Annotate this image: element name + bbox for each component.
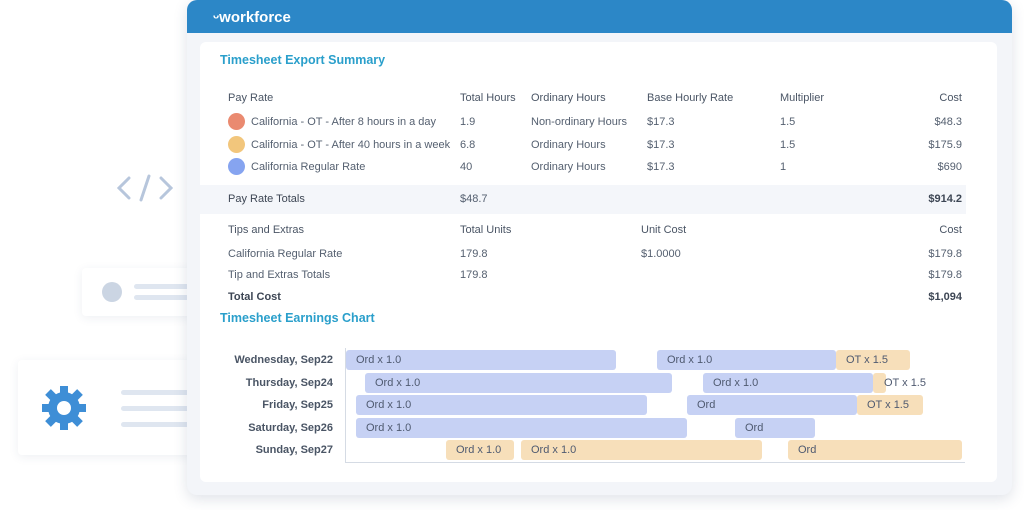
gear-icon [42, 386, 86, 430]
total-cost-value: $1,094 [928, 291, 962, 303]
table-cell: 1 [780, 161, 787, 173]
cost-cell: $175.9 [928, 138, 962, 151]
rate-dot [228, 113, 245, 130]
column-header: Total Units [460, 224, 512, 236]
app-header: ᵕworkforce [187, 0, 1012, 33]
table-cell: California Regular Rate [251, 161, 366, 173]
table-cell: California Regular Rate [228, 248, 343, 260]
chart-axis [345, 348, 346, 462]
table-cell: California - OT - After 8 hours in a day [251, 116, 437, 128]
column-header: Ordinary Hours [531, 92, 606, 104]
time-bar-label: OT x 1.5 [884, 376, 926, 389]
table-cell: Ordinary Hours [531, 138, 606, 151]
app-window: ᵕworkforce Timesheet Export Summary Pay R… [187, 0, 1012, 495]
section-title: Timesheet Export Summary [220, 53, 386, 67]
time-bar: Ord [788, 440, 962, 460]
column-header: Total Hours [460, 92, 516, 104]
rate-dot [228, 158, 245, 175]
time-bar: OT x 1.5 [857, 395, 923, 415]
table-cell: $17.3 [647, 116, 675, 128]
totals-hours: $48.7 [460, 193, 488, 205]
time-bar: Ord x 1.0 [657, 350, 836, 370]
day-label: Sunday, Sep27 [255, 444, 333, 456]
column-header: Tips and Extras [228, 224, 305, 236]
time-bar: Ord x 1.0 [346, 350, 616, 370]
column-header: Cost [939, 224, 962, 236]
table-cell: $1.0000 [641, 248, 681, 260]
day-label: Friday, Sep25 [262, 399, 333, 411]
table-cell: California - OT - After 40 hours in a we… [251, 138, 451, 151]
totals-cost: $914.2 [928, 193, 962, 205]
time-bar: Ord x 1.0 [521, 440, 762, 460]
time-bar: Ord x 1.0 [356, 395, 647, 415]
table-cell: 6.8 [460, 138, 476, 151]
column-header: Base Hourly Rate [647, 92, 734, 104]
table-cell: 1.9 [460, 116, 476, 128]
column-header: Pay Rate [228, 92, 274, 104]
time-bar: Ord [735, 417, 815, 438]
totals-band [200, 185, 966, 214]
table-cell: Ordinary Hours [531, 161, 606, 173]
chart-axis [345, 462, 965, 463]
cost-cell: $179.8 [928, 248, 962, 260]
time-bar: Ord x 1.0 [703, 372, 873, 393]
table-cell: 1.5 [780, 138, 796, 151]
time-bar: Ord x 1.0 [446, 440, 514, 460]
total-cost-label: Total Cost [228, 291, 281, 303]
rate-dot [228, 135, 245, 153]
deco-card [82, 268, 192, 316]
time-bar: OT x 1.5 [836, 350, 910, 370]
table-cell: $17.3 [647, 138, 675, 151]
column-header: Multiplier [780, 92, 825, 104]
table-cell: 179.8 [460, 248, 488, 260]
table-cell: $17.3 [647, 161, 675, 173]
cost-cell: $690 [937, 161, 962, 173]
table-cell: 40 [460, 161, 473, 173]
cost-cell: $48.3 [934, 116, 962, 128]
table-cell: 1.5 [780, 116, 796, 128]
column-header: Cost [939, 92, 962, 104]
day-label: Thursday, Sep24 [245, 376, 333, 389]
totals-label: Pay Rate Totals [228, 193, 305, 205]
table-cell: 179.8 [460, 269, 488, 281]
table-cell: Tip and Extras Totals [228, 269, 331, 281]
content-card: Timesheet Export Summary Pay Rate Total Ho… [200, 42, 997, 482]
table-cell: Non-ordinary Hours [531, 116, 627, 128]
section-title: Timesheet Earnings Chart [220, 311, 375, 325]
time-bar [873, 372, 886, 393]
code-icon [116, 174, 174, 202]
time-bar: Ord [687, 395, 857, 415]
brand: ᵕworkforce [213, 9, 291, 26]
cost-cell: $179.8 [928, 269, 962, 281]
time-bar: Ord x 1.0 [356, 417, 687, 438]
day-label: Saturday, Sep26 [248, 421, 333, 434]
column-header: Unit Cost [641, 224, 687, 236]
deco-card [18, 360, 193, 455]
time-bar: Ord x 1.0 [365, 372, 672, 393]
day-label: Wednesday, Sep22 [234, 354, 333, 366]
